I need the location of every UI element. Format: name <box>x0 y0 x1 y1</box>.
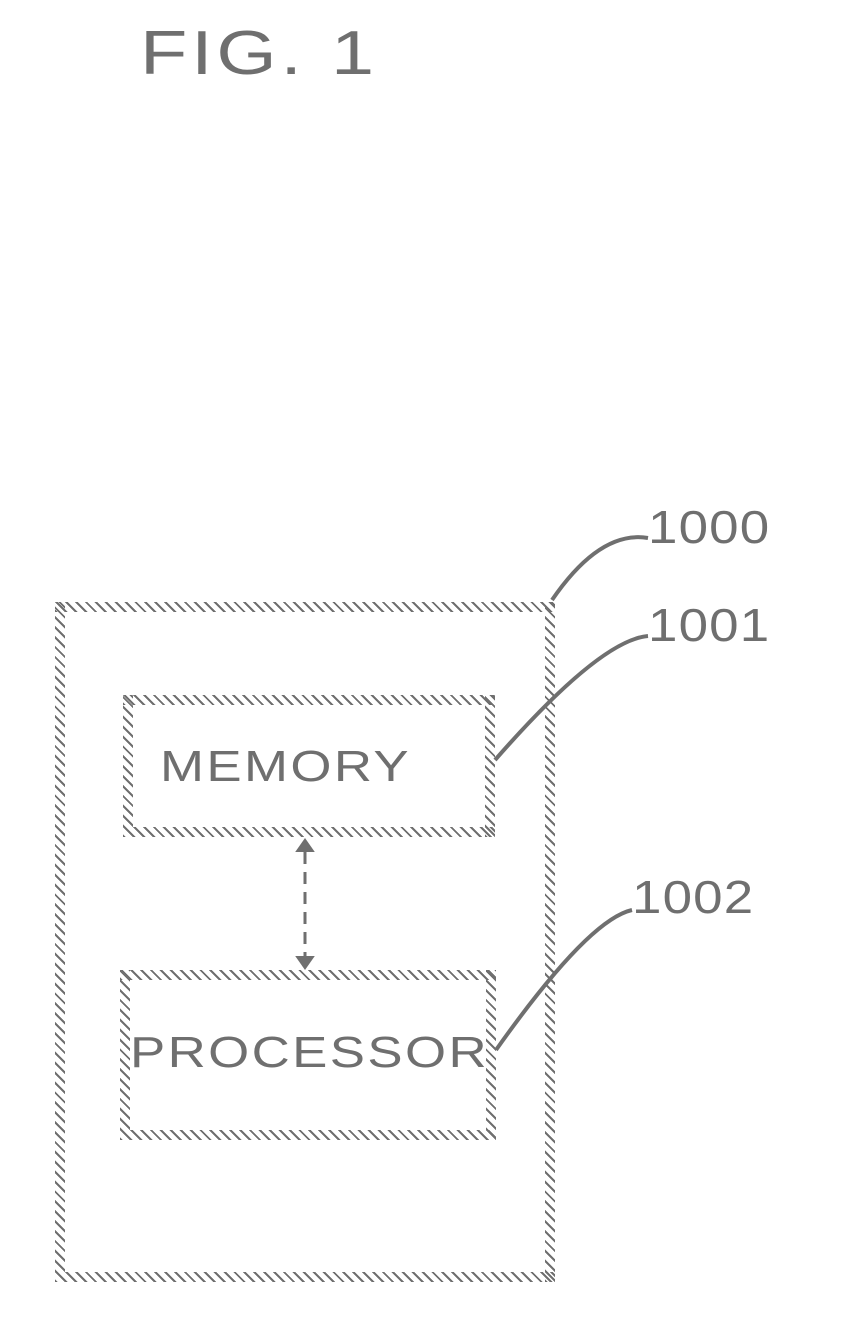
ref-1000: 1000 <box>648 500 770 554</box>
figure-canvas: FIG. 1 MEMORY PROCESSOR 1000 1001 1002 <box>0 0 853 1323</box>
processor-label: PROCESSOR <box>130 1028 489 1078</box>
figure-title: FIG. 1 <box>140 18 378 89</box>
memory-label: MEMORY <box>160 742 411 792</box>
ref-1002: 1002 <box>632 870 754 924</box>
ref-1001: 1001 <box>648 598 770 652</box>
